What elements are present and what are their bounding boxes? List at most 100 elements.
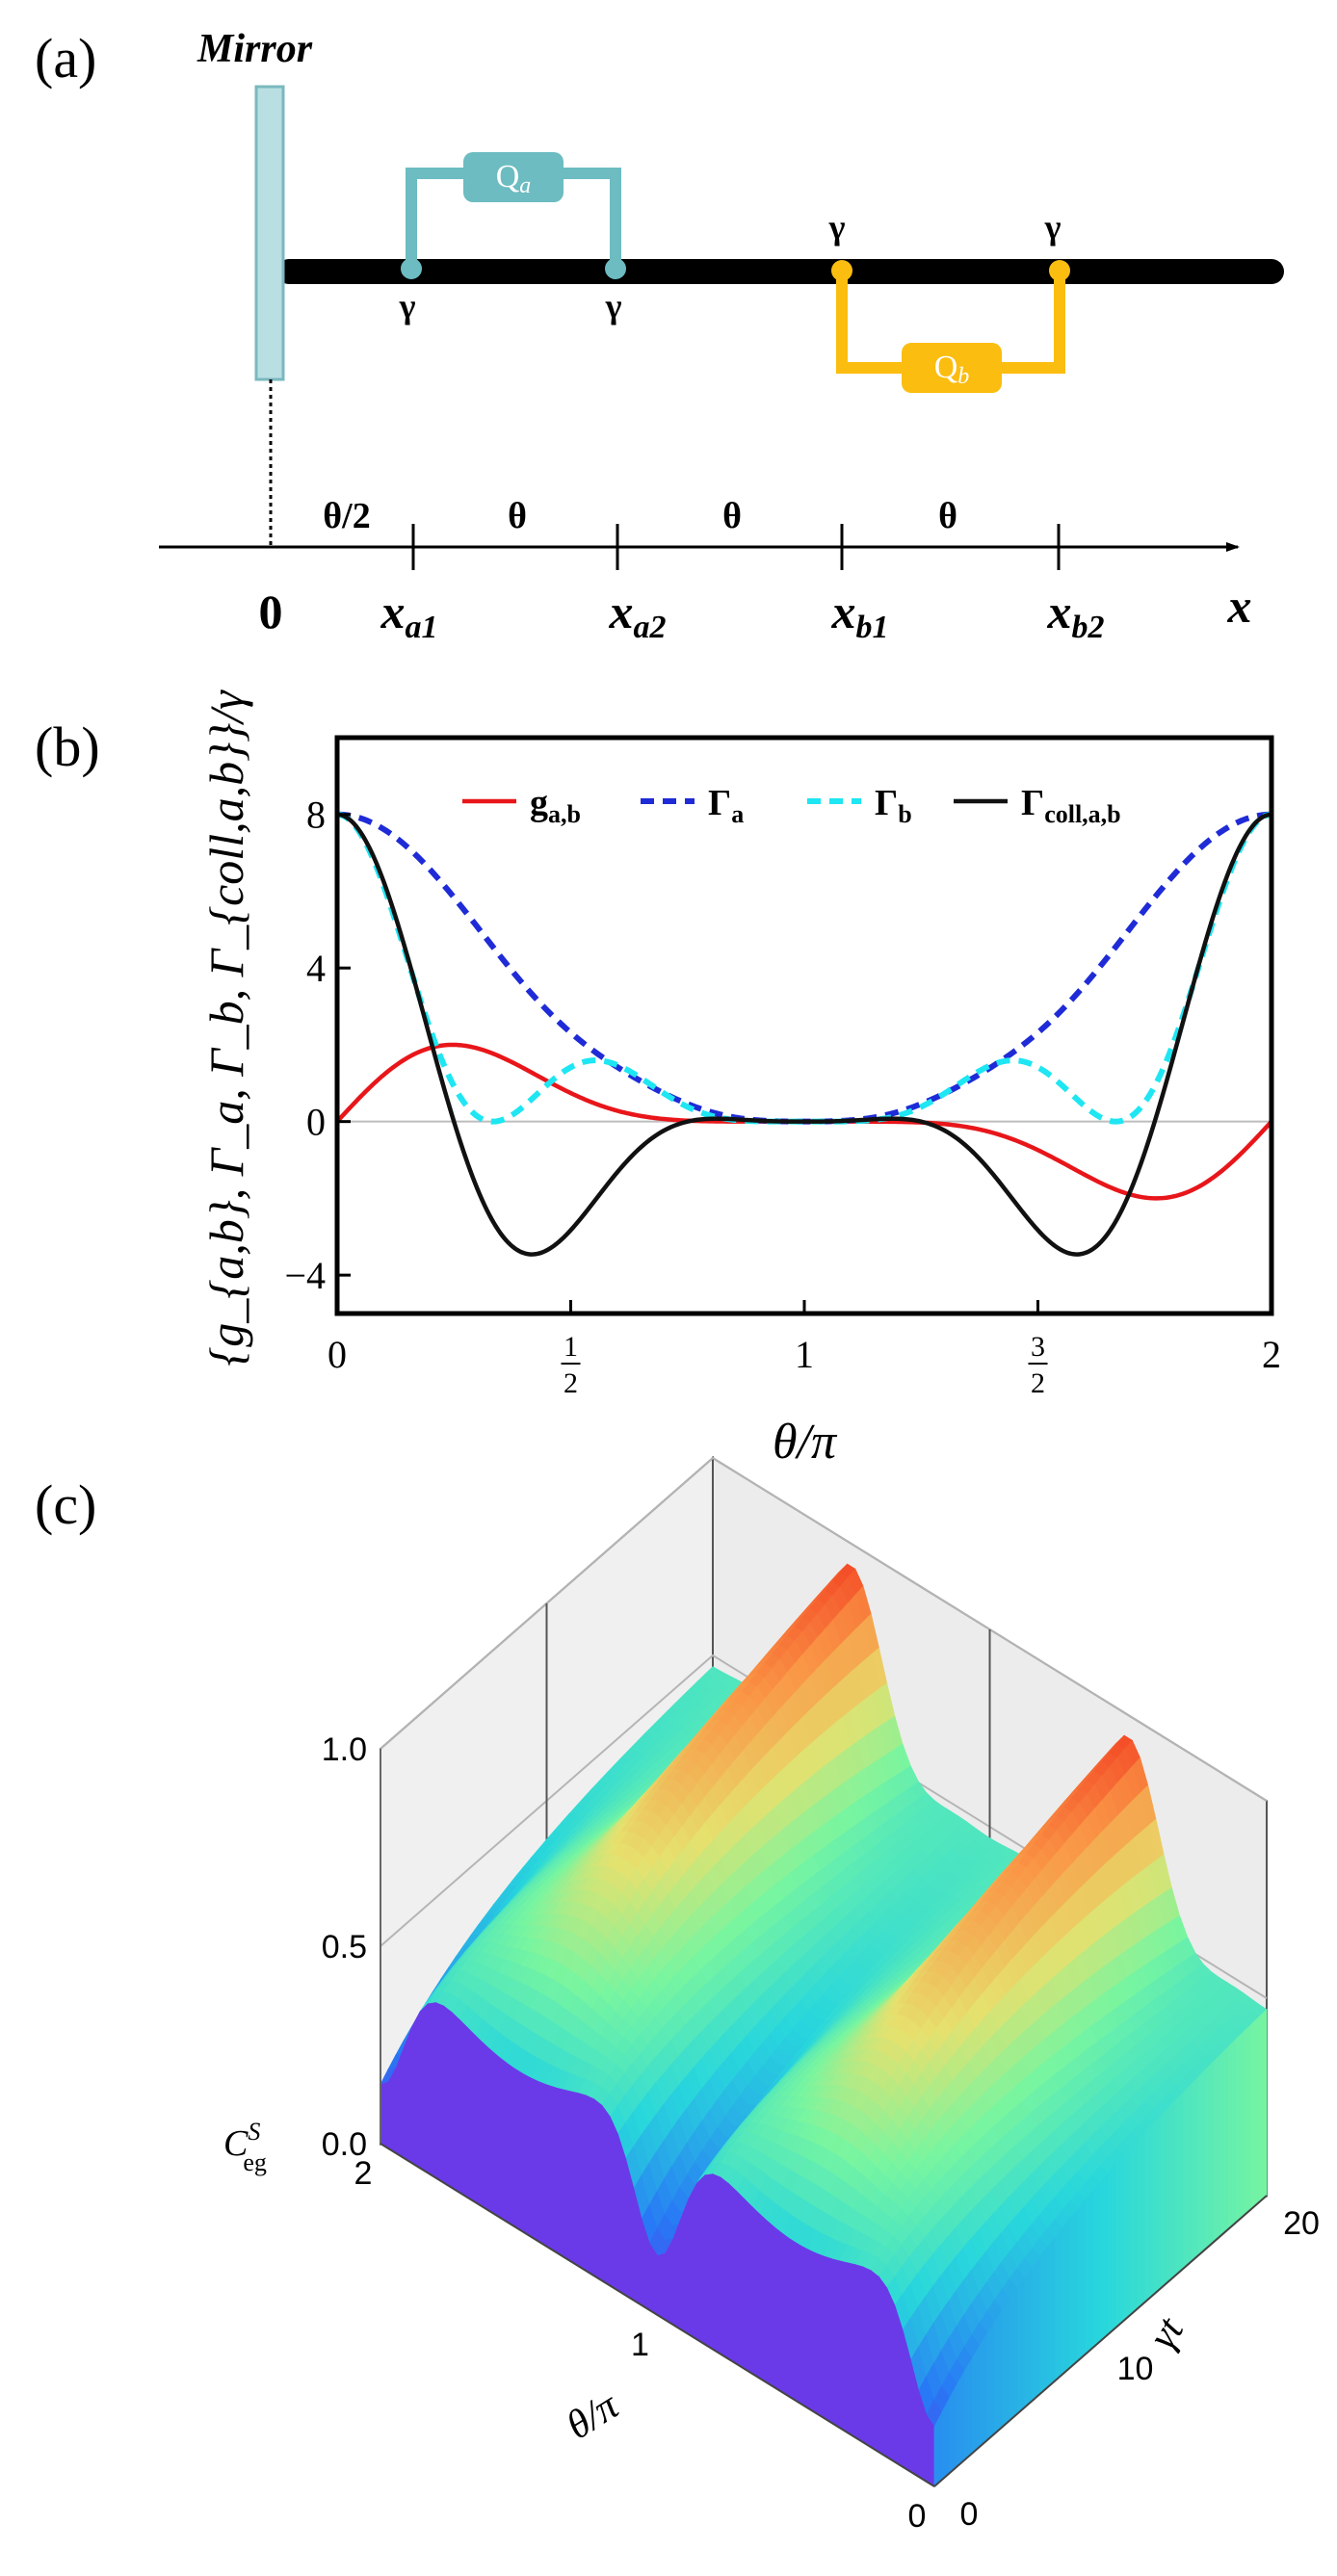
surface-side-cell [1205,2060,1215,2250]
y-tick-label-0: 8 [306,794,326,837]
chart-b-xlabel: θ/π [773,1415,838,1470]
surface-side-cell [941,2398,951,2481]
panel-c-label: (c) [35,1473,96,1536]
mirror-label: Mirror [197,27,313,71]
surface-front-cell [736,2190,746,2370]
surface-side-cell [1250,2016,1260,2210]
z-tick-label-1: 0.5 [322,1929,367,1965]
surface-front-cell [800,2244,808,2409]
surface-side-cell [971,2344,981,2455]
surface-front-cell [672,2218,682,2331]
surface-front-cell [689,2182,697,2341]
qubit-b-coupling-point-2 [1049,260,1070,281]
surface-front-cell [586,2095,595,2277]
surface-front-cell [830,2258,840,2429]
x-tick-label-3-num: 3 [1031,1331,1045,1363]
legend-label-4: Γcoll,a,b [1021,783,1121,828]
surface-side-cell [1213,2052,1222,2243]
x-tick-label-3-den: 2 [1031,1367,1045,1399]
surface-front-cell [459,2018,468,2199]
t-tick-label-2: 20 [1283,2205,1320,2242]
surface-side-cell [1092,2181,1101,2349]
surface-side-cell [1114,2155,1124,2329]
surface-front-cell [926,2413,935,2487]
surface-front-cell [617,2133,626,2297]
surface-side-cell [994,2308,1003,2434]
surface-side-cell [1130,2139,1140,2316]
surface-front-cell [537,2081,547,2248]
qubit-a-coupling-point-1 [401,258,422,279]
t-tick-label-1: 10 [1117,2351,1154,2387]
surface-front-cell [475,2034,485,2208]
qubit-b-coupling-point-1 [831,260,852,281]
surface-side-cell [1160,2106,1169,2289]
t-tick-label-0: 0 [960,2496,979,2533]
z-tick-label-2: 1.0 [322,1731,367,1768]
surface-front-cell [720,2176,729,2360]
chart-b-frame [334,735,1274,1316]
surface-front-cell [768,2221,777,2390]
surface-side-cell [1069,2207,1079,2369]
gamma-b2: γ [1044,208,1062,247]
surface-front-cell [466,2026,477,2203]
segment-label-theta-2: θ [722,496,742,536]
surface-side-cell [1039,2246,1048,2395]
surface-front-cell [435,2002,445,2184]
surface-front-cell [578,2093,587,2272]
surface-side-cell [949,2383,957,2475]
x-tick-label-1-num: 1 [564,1331,578,1363]
panel-a-label: (a) [35,27,96,90]
segment-label-theta-3: θ [938,496,957,536]
x-tick-label-2: 1 [795,1333,814,1376]
surface-side-cell [1183,2083,1192,2270]
y-tick-label-3: −4 [284,1254,326,1297]
surface-side-cell [1047,2236,1056,2388]
surface-front-cell [783,2233,793,2400]
position-xb1: xb1 [831,585,889,645]
surface-side-cell [1244,2022,1252,2217]
surface-front-cell [847,2262,856,2438]
chart-c-zlabel: CS eg [223,2118,267,2176]
surface-front-cell [791,2239,800,2405]
surface-front-cell [807,2249,817,2414]
surface-side-cell [964,2356,973,2461]
legend-label-3: Γb [875,783,912,828]
surface-front-cell [569,2091,579,2267]
surface-front-cell [839,2260,848,2433]
surface-front-cell [443,2005,453,2189]
surface-front-cell [657,2252,667,2321]
x-tick-label-1-den: 2 [564,1367,578,1399]
surface-front-cell [387,2067,397,2154]
qubit-a-coupling-point-2 [605,258,626,279]
chart-b-ylabel: {g_{a,b}, Γ_a, Γ_b, Γ_{coll,a,b}}/γ [199,690,253,1366]
legend-label-2: Γa [708,783,744,828]
surface-front-cell [546,2084,556,2252]
surface-side-cell [1100,2173,1109,2342]
surface-mesh [380,1563,1268,2429]
surface-side-cell [1032,2255,1041,2402]
surface-front-cell [593,2098,603,2282]
surface-side-cell [1220,2044,1230,2237]
surface-side-cell [1175,2091,1185,2277]
panel-b: (b) 840−40 121 322 ga,b Γa Γb Γcoll,a,b {g_{a… [35,690,1281,1470]
gamma-b1: γ [828,208,846,247]
surface-front-cell [507,2062,515,2228]
surface-side-cell [1085,2190,1094,2355]
surface-front-cell [483,2042,492,2213]
surface-front-cell [498,2056,508,2224]
surface-front-cell [854,2264,864,2443]
surface-front-cell [451,2011,460,2194]
surface-front-cell [404,2026,413,2165]
y-tick-label-2: 0 [306,1101,326,1144]
surface-side-cell [1055,2226,1063,2382]
x-tick-label-4: 2 [1262,1333,1281,1376]
surface-front-cell [744,2198,753,2375]
surface-side-cell [1236,2030,1245,2224]
surface-front-cell [704,2173,714,2351]
surface-side-cell [1024,2266,1034,2408]
surface-front-cell [514,2068,524,2233]
chart-c-xlabel: θ/π [559,2383,626,2449]
